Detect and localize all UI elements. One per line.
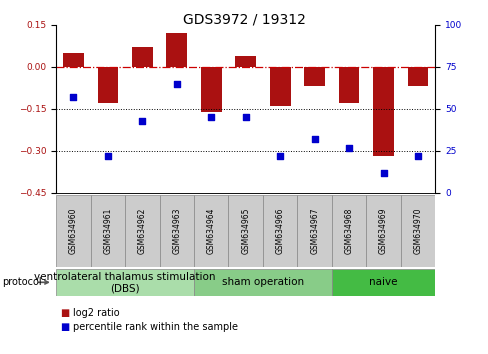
Bar <box>90 195 125 267</box>
Text: GSM634965: GSM634965 <box>241 208 250 254</box>
Bar <box>56 269 194 296</box>
Point <box>379 170 386 176</box>
Bar <box>269 67 290 106</box>
Bar <box>125 195 159 267</box>
Text: GSM634967: GSM634967 <box>309 208 319 254</box>
Point <box>138 118 146 124</box>
Bar <box>63 53 83 67</box>
Text: naive: naive <box>368 277 397 287</box>
Text: GSM634961: GSM634961 <box>103 208 112 254</box>
Bar <box>331 269 434 296</box>
Text: sham operation: sham operation <box>222 277 304 287</box>
Bar <box>400 195 434 267</box>
Point <box>345 145 352 150</box>
Text: GSM634969: GSM634969 <box>378 208 387 254</box>
Text: GSM634962: GSM634962 <box>138 208 146 254</box>
Point <box>413 153 421 159</box>
Point <box>69 94 77 100</box>
Bar <box>56 195 90 267</box>
Bar <box>159 195 194 267</box>
Text: ventrolateral thalamus stimulation
(DBS): ventrolateral thalamus stimulation (DBS) <box>34 272 215 293</box>
Text: GSM634960: GSM634960 <box>69 208 78 254</box>
Bar <box>304 67 325 86</box>
Bar <box>201 67 221 112</box>
Text: GSM634963: GSM634963 <box>172 208 181 254</box>
Text: ■: ■ <box>61 322 73 332</box>
Point <box>173 81 181 86</box>
Text: GDS3972 / 19312: GDS3972 / 19312 <box>183 12 305 27</box>
Bar <box>194 269 331 296</box>
Point <box>242 114 249 120</box>
Bar <box>263 195 297 267</box>
Bar <box>372 67 393 156</box>
Text: ■: ■ <box>61 308 73 318</box>
Bar <box>297 195 331 267</box>
Bar <box>98 67 118 103</box>
Bar <box>235 56 256 67</box>
Point <box>310 136 318 142</box>
Text: percentile rank within the sample: percentile rank within the sample <box>73 322 238 332</box>
Bar <box>331 195 366 267</box>
Bar <box>132 47 152 67</box>
Bar <box>338 67 359 103</box>
Text: protocol: protocol <box>2 277 42 287</box>
Bar <box>228 195 263 267</box>
Text: GSM634964: GSM634964 <box>206 208 215 254</box>
Bar <box>366 195 400 267</box>
Point <box>207 114 215 120</box>
Text: GSM634970: GSM634970 <box>413 208 422 254</box>
Bar <box>166 33 187 67</box>
Bar <box>407 67 427 86</box>
Text: log2 ratio: log2 ratio <box>73 308 120 318</box>
Bar <box>194 195 228 267</box>
Point <box>104 153 112 159</box>
Point <box>276 153 284 159</box>
Text: GSM634968: GSM634968 <box>344 208 353 254</box>
Text: GSM634966: GSM634966 <box>275 208 284 254</box>
